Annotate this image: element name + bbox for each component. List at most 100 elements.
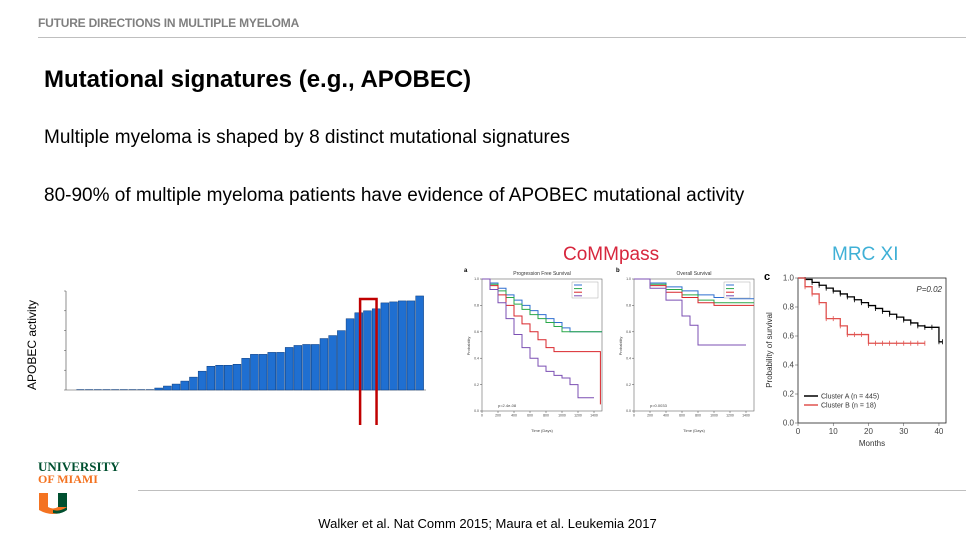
y-tick-label: 0.0 bbox=[474, 409, 479, 413]
km-title: Progression Free Survival bbox=[513, 271, 571, 277]
x-tick-label: 30 bbox=[899, 427, 908, 436]
y-tick-label: 0.6 bbox=[626, 330, 631, 334]
x-tick-label: 40 bbox=[934, 427, 943, 436]
km-curve bbox=[634, 278, 754, 300]
x-tick-label: 0 bbox=[633, 414, 635, 418]
x-tick-label: 0 bbox=[481, 414, 483, 418]
km-plot-progression-free: a Progression Free Survival Time (Days) … bbox=[464, 268, 603, 433]
citation: Walker et al. Nat Comm 2015; Maura et al… bbox=[318, 516, 657, 531]
km-frame bbox=[481, 278, 603, 412]
bar bbox=[189, 376, 198, 391]
x-tick-label: 600 bbox=[679, 414, 685, 418]
y-tick-label: 0.8 bbox=[783, 303, 795, 312]
km-frame bbox=[797, 277, 947, 424]
bar bbox=[302, 344, 311, 391]
bar-chart-ylabel: APOBEC activity bbox=[25, 299, 39, 391]
x-tick-label: 200 bbox=[647, 414, 653, 418]
u-logo-icon bbox=[39, 493, 67, 514]
bullet-text-2: 80-90% of multiple myeloma patients have… bbox=[44, 185, 745, 206]
bar bbox=[163, 385, 172, 391]
x-tick-label: 0 bbox=[796, 427, 801, 436]
km-curve bbox=[634, 278, 746, 346]
commpass-label: CoMMpass bbox=[563, 244, 660, 265]
university-line2: OF MIAMI bbox=[38, 472, 98, 486]
km-curve bbox=[798, 277, 925, 344]
x-tick-label: 1200 bbox=[726, 414, 734, 418]
bar bbox=[406, 300, 416, 391]
mrc-label: MRC XI bbox=[832, 244, 899, 265]
bar bbox=[293, 345, 303, 391]
legend-entry: Cluster A (n = 445) bbox=[821, 394, 879, 401]
y-tick-label: 0.2 bbox=[783, 390, 795, 399]
bar bbox=[354, 312, 363, 391]
km-curve bbox=[482, 278, 594, 399]
y-tick-label: 0.2 bbox=[474, 383, 479, 387]
x-tick-label: 10 bbox=[829, 427, 838, 436]
km-xlabel: Time (Days) bbox=[683, 428, 705, 433]
panel-letter: b bbox=[616, 268, 620, 274]
x-tick-label: 800 bbox=[543, 414, 549, 418]
bar bbox=[276, 352, 285, 391]
km-curve bbox=[482, 278, 601, 405]
bar bbox=[328, 335, 337, 391]
x-tick-label: 1000 bbox=[710, 414, 718, 418]
km-ylabel: Probability bbox=[618, 337, 623, 356]
y-tick-label: 0.6 bbox=[474, 330, 479, 334]
bar bbox=[345, 318, 355, 391]
km-plot-overall-survival: b Overall Survival Time (Days) Probabili… bbox=[616, 268, 755, 433]
x-tick-label: 1200 bbox=[574, 414, 582, 418]
y-tick-label: 0.4 bbox=[783, 361, 795, 370]
x-tick-label: 1400 bbox=[590, 414, 598, 418]
bar bbox=[380, 302, 390, 391]
x-tick-label: 1400 bbox=[742, 414, 750, 418]
legend-box bbox=[723, 281, 751, 299]
panel-letter: a bbox=[464, 268, 468, 274]
bar bbox=[224, 365, 233, 391]
y-tick-label: 1.0 bbox=[474, 277, 479, 281]
km-curve bbox=[482, 278, 602, 333]
university-logo: UNIVERSITY OF MIAMI bbox=[38, 460, 120, 486]
km-curve bbox=[634, 278, 754, 304]
bar bbox=[267, 352, 276, 391]
km-plot-mrc-xi: c Months Probability of survival P=0.02 … bbox=[764, 271, 947, 448]
legend-entry: Cluster B (n = 18) bbox=[821, 403, 876, 410]
km-pvalue: p=0.0033 bbox=[650, 403, 668, 408]
km-xlabel: Time (Days) bbox=[531, 428, 553, 433]
bar bbox=[232, 364, 242, 391]
x-tick-label: 800 bbox=[695, 414, 701, 418]
legend-box bbox=[571, 281, 599, 299]
bar bbox=[197, 370, 207, 391]
bar bbox=[154, 387, 163, 391]
apobec-bar-chart bbox=[64, 290, 426, 425]
footer-divider bbox=[138, 490, 966, 491]
bar bbox=[398, 300, 407, 391]
y-tick-label: 0.4 bbox=[474, 356, 479, 360]
header-divider bbox=[38, 37, 966, 38]
x-tick-label: 400 bbox=[663, 414, 669, 418]
y-tick-label: 0.8 bbox=[626, 304, 631, 308]
km-pvalue: p=2.4e-08 bbox=[498, 403, 517, 408]
km-xlabel: Months bbox=[859, 439, 885, 448]
bar bbox=[250, 354, 259, 391]
y-tick-label: 1.0 bbox=[783, 274, 795, 283]
km-title: Overall Survival bbox=[676, 271, 711, 277]
slide-title: Mutational signatures (e.g., APOBEC) bbox=[44, 66, 472, 93]
bar bbox=[311, 344, 320, 391]
x-tick-label: 400 bbox=[511, 414, 517, 418]
x-tick-label: 600 bbox=[527, 414, 533, 418]
x-tick-label: 20 bbox=[864, 427, 873, 436]
bar bbox=[258, 354, 268, 391]
bullet-text-1: Multiple myeloma is shaped by 8 distinct… bbox=[44, 127, 570, 148]
bar bbox=[180, 380, 189, 391]
bar bbox=[337, 330, 346, 391]
bar bbox=[241, 358, 250, 391]
y-tick-label: 0.0 bbox=[783, 419, 795, 428]
bar bbox=[389, 301, 398, 391]
km-pvalue: P=0.02 bbox=[916, 285, 942, 294]
bar bbox=[319, 338, 329, 391]
km-curve bbox=[482, 278, 602, 333]
km-curve bbox=[634, 278, 754, 306]
km-ylabel: Probability bbox=[466, 337, 471, 356]
y-tick-label: 0.2 bbox=[626, 383, 631, 387]
y-tick-label: 0.6 bbox=[783, 332, 795, 341]
